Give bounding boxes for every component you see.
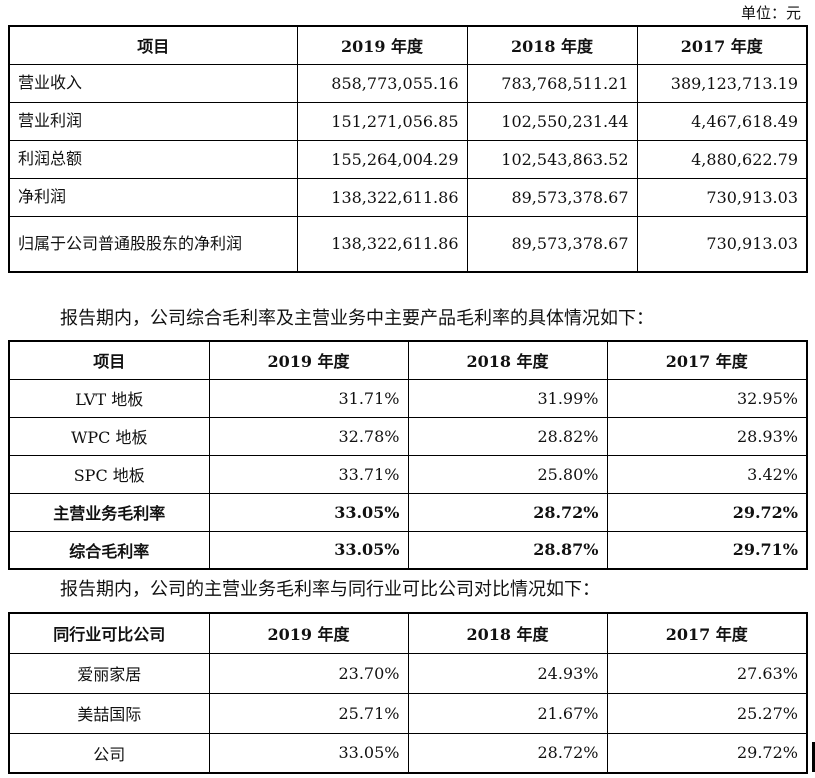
row-label: 营业收入 bbox=[8, 63, 298, 103]
cell-value: 29.71% bbox=[606, 530, 808, 570]
header-cell: 2019 年度 bbox=[296, 25, 468, 65]
header-cell: 2018 年度 bbox=[407, 612, 608, 654]
cell-value: 24.93% bbox=[407, 652, 608, 694]
cell-value: 28.72% bbox=[407, 492, 608, 532]
cell-value: 28.87% bbox=[407, 530, 608, 570]
table-row: 归属于公司普通股股东的净利润 138,322,611.86 89,573,378… bbox=[8, 215, 808, 273]
header-cell: 2019 年度 bbox=[208, 612, 409, 654]
cell-value: 25.71% bbox=[208, 692, 409, 734]
row-label: 公司 bbox=[8, 732, 210, 774]
table-header-row: 项目 2019 年度 2018 年度 2017 年度 bbox=[8, 25, 808, 65]
row-label: 主营业务毛利率 bbox=[8, 492, 210, 532]
cell-value: 155,264,004.29 bbox=[296, 139, 468, 179]
edge-mark bbox=[812, 742, 815, 772]
cell-value: 32.78% bbox=[208, 416, 409, 456]
cell-value: 138,322,611.86 bbox=[296, 177, 468, 217]
cell-value: 31.71% bbox=[208, 378, 409, 418]
peer-comparison-table: 同行业可比公司 2019 年度 2018 年度 2017 年度 爱丽家居 23.… bbox=[8, 612, 808, 774]
cell-value: 783,768,511.21 bbox=[466, 63, 638, 103]
row-label: 利润总额 bbox=[8, 139, 298, 179]
cell-value: 89,573,378.67 bbox=[466, 215, 638, 273]
cell-value: 23.70% bbox=[208, 652, 409, 694]
cell-value: 102,543,863.52 bbox=[466, 139, 638, 179]
unit-label: 单位：元 bbox=[740, 4, 801, 22]
header-cell: 2018 年度 bbox=[466, 25, 638, 65]
row-label: WPC 地板 bbox=[8, 416, 210, 456]
header-cell: 2017 年度 bbox=[606, 612, 808, 654]
cell-value: 28.82% bbox=[407, 416, 608, 456]
row-label: 净利润 bbox=[8, 177, 298, 217]
table-row: 利润总额 155,264,004.29 102,543,863.52 4,880… bbox=[8, 139, 808, 179]
paragraph: 报告期内，公司的主营业务毛利率与同行业可比公司对比情况如下： bbox=[60, 579, 600, 600]
cell-value: 3.42% bbox=[606, 454, 808, 494]
cell-value: 29.72% bbox=[606, 492, 808, 532]
cell-value: 28.72% bbox=[407, 732, 608, 774]
cell-value: 33.05% bbox=[208, 530, 409, 570]
table-row: SPC 地板 33.71% 25.80% 3.42% bbox=[8, 454, 808, 494]
cell-value: 730,913.03 bbox=[636, 215, 808, 273]
cell-value: 102,550,231.44 bbox=[466, 101, 638, 141]
header-cell: 2018 年度 bbox=[407, 340, 608, 380]
table-row: 爱丽家居 23.70% 24.93% 27.63% bbox=[8, 652, 808, 694]
cell-value: 858,773,055.16 bbox=[296, 63, 468, 103]
table-row: 美喆国际 25.71% 21.67% 25.27% bbox=[8, 692, 808, 734]
cell-value: 31.99% bbox=[407, 378, 608, 418]
cell-value: 25.80% bbox=[407, 454, 608, 494]
cell-value: 33.71% bbox=[208, 454, 409, 494]
cell-value: 4,880,622.79 bbox=[636, 139, 808, 179]
header-cell: 2017 年度 bbox=[636, 25, 808, 65]
table-row: 综合毛利率 33.05% 28.87% 29.71% bbox=[8, 530, 808, 570]
cell-value: 25.27% bbox=[606, 692, 808, 734]
table-row: 营业收入 858,773,055.16 783,768,511.21 389,1… bbox=[8, 63, 808, 103]
cell-value: 89,573,378.67 bbox=[466, 177, 638, 217]
table-row: 营业利润 151,271,056.85 102,550,231.44 4,467… bbox=[8, 101, 808, 141]
header-cell: 同行业可比公司 bbox=[8, 612, 210, 654]
cell-value: 389,123,713.19 bbox=[636, 63, 808, 103]
cell-value: 138,322,611.86 bbox=[296, 215, 468, 273]
table-header-row: 同行业可比公司 2019 年度 2018 年度 2017 年度 bbox=[8, 612, 808, 654]
cell-value: 33.05% bbox=[208, 732, 409, 774]
row-label: 归属于公司普通股股东的净利润 bbox=[8, 215, 298, 273]
cell-value: 29.72% bbox=[606, 732, 808, 774]
row-label: LVT 地板 bbox=[8, 378, 210, 418]
cell-value: 28.93% bbox=[606, 416, 808, 456]
paragraph: 报告期内，公司综合毛利率及主营业务中主要产品毛利率的具体情况如下： bbox=[60, 308, 654, 329]
header-cell: 2017 年度 bbox=[606, 340, 808, 380]
table-row: 公司 33.05% 28.72% 29.72% bbox=[8, 732, 808, 774]
row-label: 美喆国际 bbox=[8, 692, 210, 734]
cell-value: 32.95% bbox=[606, 378, 808, 418]
cell-value: 27.63% bbox=[606, 652, 808, 694]
table-row: WPC 地板 32.78% 28.82% 28.93% bbox=[8, 416, 808, 456]
header-cell: 项目 bbox=[8, 340, 210, 380]
row-label: 爱丽家居 bbox=[8, 652, 210, 694]
financial-table: 项目 2019 年度 2018 年度 2017 年度 营业收入 858,773,… bbox=[8, 25, 808, 273]
row-label: 营业利润 bbox=[8, 101, 298, 141]
cell-value: 33.05% bbox=[208, 492, 409, 532]
table-row: 净利润 138,322,611.86 89,573,378.67 730,913… bbox=[8, 177, 808, 217]
header-cell: 项目 bbox=[8, 25, 298, 65]
cell-value: 4,467,618.49 bbox=[636, 101, 808, 141]
row-label: 综合毛利率 bbox=[8, 530, 210, 570]
cell-value: 21.67% bbox=[407, 692, 608, 734]
table-row: 主营业务毛利率 33.05% 28.72% 29.72% bbox=[8, 492, 808, 532]
table-header-row: 项目 2019 年度 2018 年度 2017 年度 bbox=[8, 340, 808, 380]
cell-value: 151,271,056.85 bbox=[296, 101, 468, 141]
gross-margin-table: 项目 2019 年度 2018 年度 2017 年度 LVT 地板 31.71%… bbox=[8, 340, 808, 570]
header-cell: 2019 年度 bbox=[208, 340, 409, 380]
row-label: SPC 地板 bbox=[8, 454, 210, 494]
cell-value: 730,913.03 bbox=[636, 177, 808, 217]
table-row: LVT 地板 31.71% 31.99% 32.95% bbox=[8, 378, 808, 418]
